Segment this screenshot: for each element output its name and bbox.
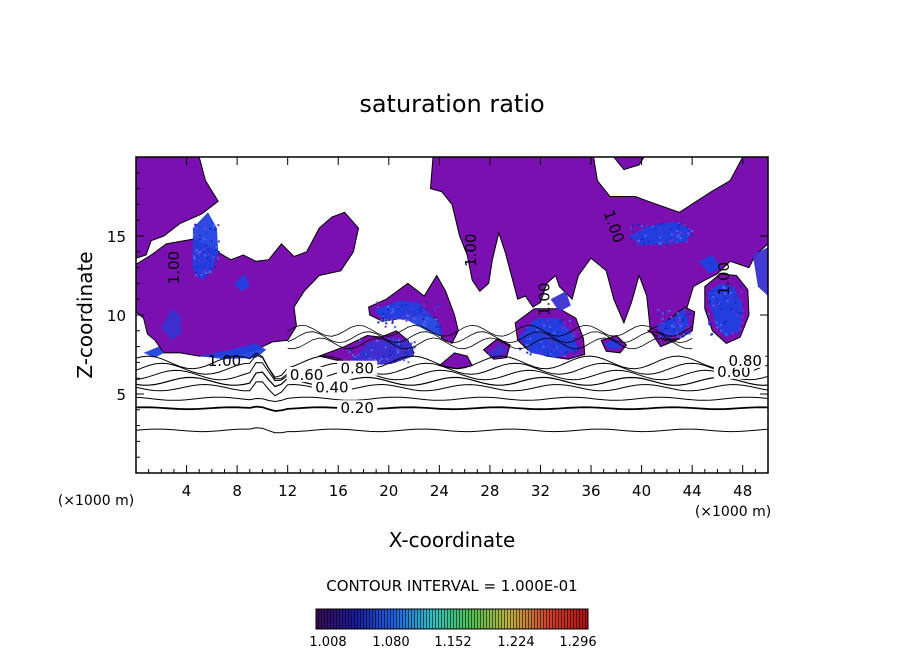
contour-line-1 [136,427,768,434]
x-tick-label: 16 [329,482,348,500]
svg-text:0.80: 0.80 [340,360,373,378]
x-tick-label: 32 [531,482,550,500]
contour-line-5 [136,371,768,388]
plot-area: 0.200.400.60 0.801.000.600.801.001.001.00… [107,156,769,500]
contour-label-5: 1.00 [208,352,241,370]
supersaturated-region-2 [161,308,182,341]
contour-interval-label: CONTOUR INTERVAL = 1.000E-01 [326,577,577,595]
x-tick-label: 48 [733,482,752,500]
y-axis-label: Z-coordinate [73,251,97,378]
contour-line-3 [136,396,768,403]
x-tick-label: 20 [379,482,398,500]
x-tick-label: 12 [278,482,297,500]
contour-label-9: 1.00 [462,234,480,267]
x-axis-label: X-coordinate [389,528,516,552]
svg-text:0.40: 0.40 [315,379,348,397]
x-tick-label: 36 [581,482,600,500]
x-tick-label: 28 [480,482,499,500]
supersaturated-region-14 [487,343,508,358]
svg-text:1.00: 1.00 [462,234,480,267]
supersaturated-region-12 [629,221,693,246]
contour-labels: 0.200.400.60 0.801.000.600.801.001.001.00… [165,208,766,417]
contour-label-2: 0.40 [311,379,352,397]
colorbar: 1.008 1.080 1.152 1.224 1.296 [309,608,597,650]
y-axis-ticks: 5 10 15 [107,172,768,458]
svg-text:0.80: 0.80 [729,352,762,370]
svg-text:1.00: 1.00 [208,352,241,370]
x-tick-label: 8 [232,482,242,500]
contour-label-7: 0.80 [725,352,766,370]
supersaturated-region-5 [348,337,415,366]
contour-line-2 [136,405,768,412]
contour-label-8: 1.00 [165,251,183,284]
supersaturated-region-3 [143,346,164,358]
upper-contour-2 [287,331,693,344]
colorbar-tick-label: 1.008 [309,635,346,650]
colorbar-ticks: 1.008 1.080 1.152 1.224 1.296 [309,635,596,650]
supersaturated-region-11 [752,247,768,296]
colorbar-tick-label: 1.296 [559,635,596,650]
colorbar-tick-label: 1.080 [372,635,409,650]
colorbar-tick-label: 1.224 [497,635,534,650]
svg-text:0.20: 0.20 [340,399,373,417]
colorbar-frame [315,608,589,630]
contour-label-12: 1.00 [535,282,553,315]
contour-line-6 [136,362,768,382]
saturated-region-1 [136,157,219,259]
x-unit-label: (×1000 m) [695,504,771,520]
y-tick-label: 15 [107,228,126,246]
y-tick-label: 10 [107,307,126,325]
x-tick-label: 24 [430,482,449,500]
contour-line-8 [136,352,768,378]
upper-contour-1 [287,337,693,350]
contour-label-1: 0.20 [337,399,378,417]
svg-text:1.00: 1.00 [535,282,553,315]
svg-text:0.60: 0.60 [290,366,323,384]
saturation-fills [136,157,768,370]
chart-title: saturation ratio [359,90,544,118]
supersaturated-region-6 [373,300,444,338]
upper-contour-3 [287,324,693,337]
contour-label-4: 0.80 [337,360,378,378]
svg-text:1.00: 1.00 [165,251,183,284]
contour-line-4 [136,381,768,397]
colorbar-tick-label: 1.152 [434,635,471,650]
x-tick-label: 40 [632,482,651,500]
contour-label-3: 0.60 [286,366,327,384]
saturated-region-11 [613,157,645,171]
supersaturation-speckles [193,222,745,366]
contour-line-7 [136,354,768,380]
y-tick-label: 5 [116,386,126,404]
svg-text:1.00: 1.00 [715,262,733,295]
x-tick-label: 44 [683,482,702,500]
colorbar-stripes [316,609,588,629]
contour-label-11: 1.00 [715,262,733,295]
supersaturated-region-8 [550,291,571,312]
saturated-region-5 [429,157,768,348]
z-unit-label: (×1000 m) [58,493,134,509]
x-axis-ticks: 4 8 12 16 20 24 28 32 36 40 44 48 [148,157,756,500]
supersaturated-region-9 [656,308,690,338]
contour-lines [136,324,768,434]
x-tick-label: 4 [182,482,192,500]
supersaturated-region-4 [199,343,267,360]
supersaturated-region-13 [698,255,722,274]
supersaturated-region-16 [234,273,250,292]
